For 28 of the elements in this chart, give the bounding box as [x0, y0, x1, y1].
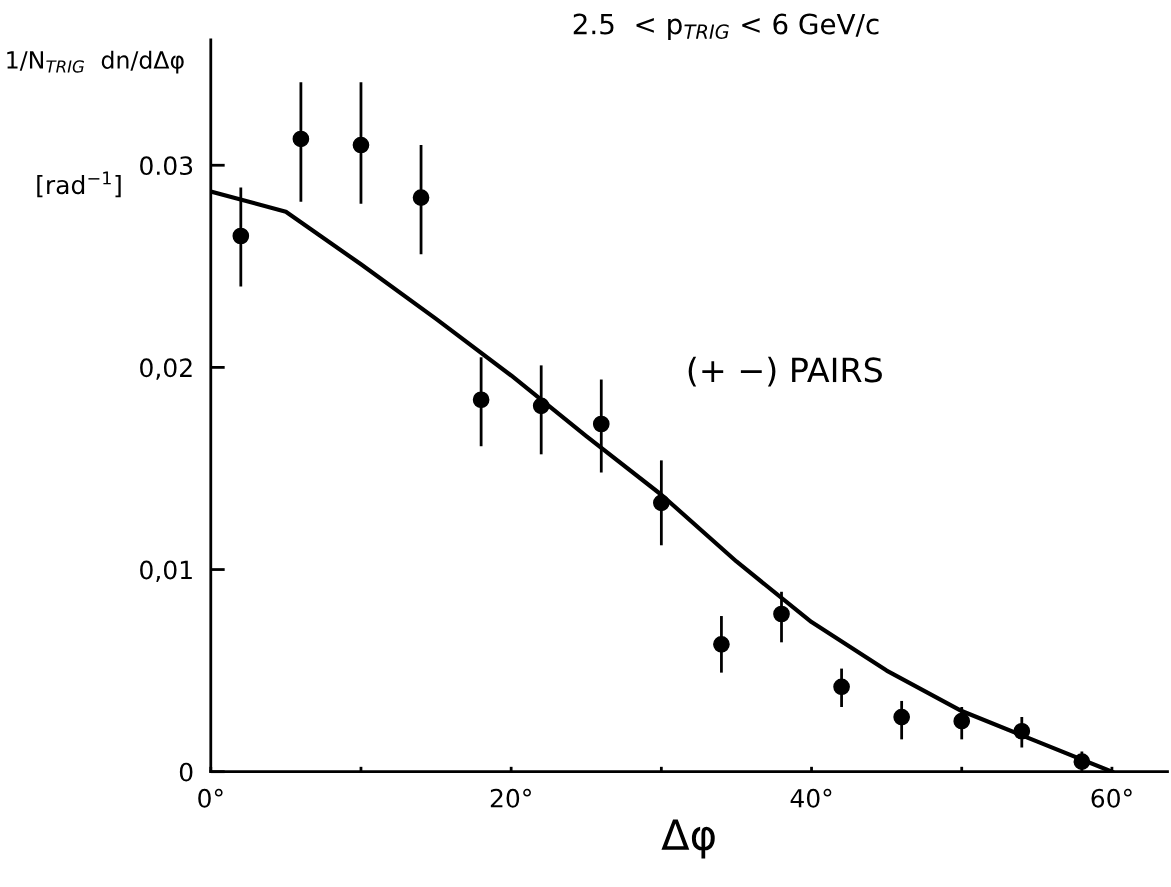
point: [1073, 753, 1091, 770]
point: [653, 494, 670, 512]
point: [352, 136, 370, 154]
point: [232, 227, 250, 245]
x-axis-title: Δφ: [661, 819, 715, 859]
point: [953, 712, 971, 730]
x-tick-label: 60°: [1091, 788, 1132, 808]
text: [rad$^{−1}$]: [37, 171, 121, 198]
y-axis-title: 1/N$_{TRIG}$ dn/dΔφ: [7, 50, 184, 74]
point: [713, 636, 730, 653]
point: [532, 397, 550, 415]
point: [1013, 722, 1031, 740]
point: [592, 415, 610, 433]
x-tick-label: 0°: [198, 788, 223, 808]
y-tick-label: 0,02: [140, 358, 192, 380]
x-tick-label: 40°: [790, 788, 832, 808]
annotation: (+ −) PAIRS: [688, 356, 882, 387]
x-tick-label: 20°: [490, 788, 531, 808]
point: [292, 130, 310, 148]
point: [412, 189, 430, 206]
chart-title: 2.5 < p$_{TRIG}$ < 6 GeV/c: [573, 13, 879, 40]
y-tick-label: 0.03: [140, 156, 193, 176]
y-tick-label: 0: [179, 762, 193, 782]
point: [472, 391, 490, 409]
point: [893, 708, 910, 726]
y-tick-label: 0,01: [140, 560, 192, 582]
point: [773, 605, 790, 623]
point: [833, 678, 850, 696]
